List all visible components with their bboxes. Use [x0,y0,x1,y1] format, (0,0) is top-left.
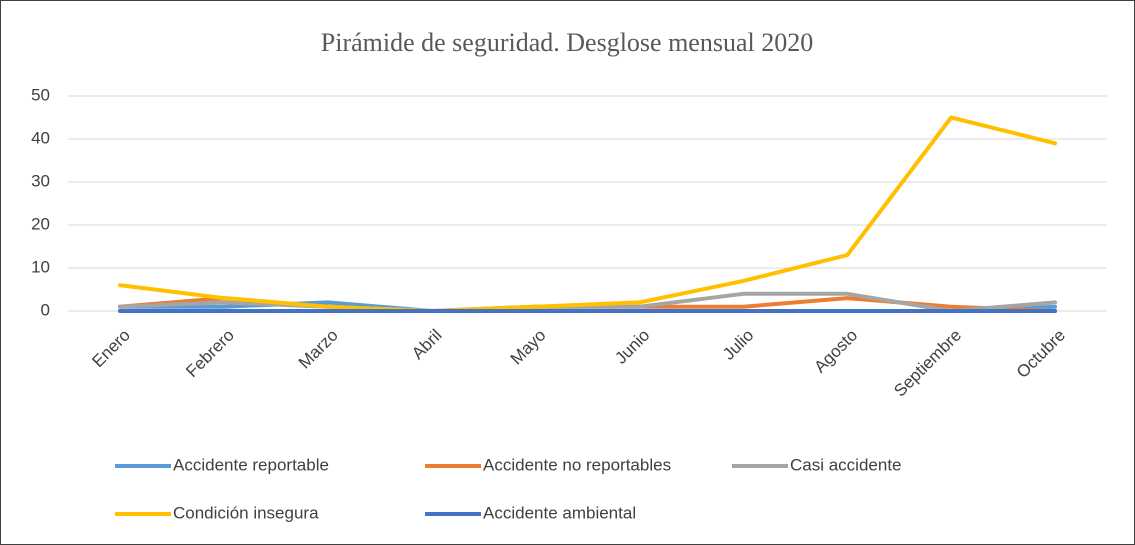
legend-label: Accidente reportable [173,455,329,474]
chart-title: Pirámide de seguridad. Desglose mensual … [321,28,813,57]
legend-label: Condición insegura [173,503,319,522]
y-tick-label: 40 [31,128,50,147]
legend-label: Accidente no reportables [483,455,671,474]
y-tick-label: 0 [41,300,50,319]
y-tick-label: 20 [31,214,50,233]
y-tick-label: 10 [31,257,50,276]
y-tick-label: 50 [31,85,50,104]
legend-label: Casi accidente [790,455,902,474]
series-line [117,115,1058,313]
y-tick-label: 30 [31,171,50,190]
legend-label: Accidente ambiental [483,503,636,522]
series-line [117,291,1058,313]
